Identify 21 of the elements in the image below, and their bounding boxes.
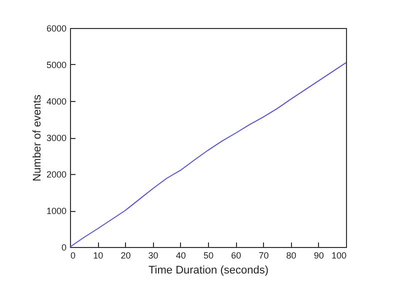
- x-tick-label: 50: [203, 250, 214, 260]
- x-tick-label: 10: [93, 250, 104, 260]
- x-tick-label: 20: [120, 250, 131, 260]
- y-tick-label: 2000: [46, 170, 66, 180]
- y-tick-label: 3000: [46, 133, 66, 143]
- y-tick-label: 1000: [46, 206, 66, 216]
- y-tick-label: 4000: [46, 96, 66, 106]
- x-tick-label: 60: [231, 250, 242, 260]
- x-tick-label: 70: [258, 250, 269, 260]
- x-tick-label: 90: [314, 250, 324, 260]
- y-tick-label: 5000: [46, 60, 66, 70]
- x-tick-label: 30: [148, 250, 158, 260]
- x-tick-label: 80: [286, 250, 296, 260]
- x-tick-label: 0: [70, 250, 76, 260]
- x-axis-title: Time Duration (seconds): [148, 264, 269, 276]
- y-tick-label: 0: [61, 242, 66, 252]
- y-tick-label: 6000: [46, 24, 66, 34]
- y-axis-title: Number of events: [31, 94, 44, 182]
- x-tick-label: 40: [176, 250, 186, 260]
- x-tick-label: 100: [331, 250, 346, 260]
- line-series: [70, 62, 346, 248]
